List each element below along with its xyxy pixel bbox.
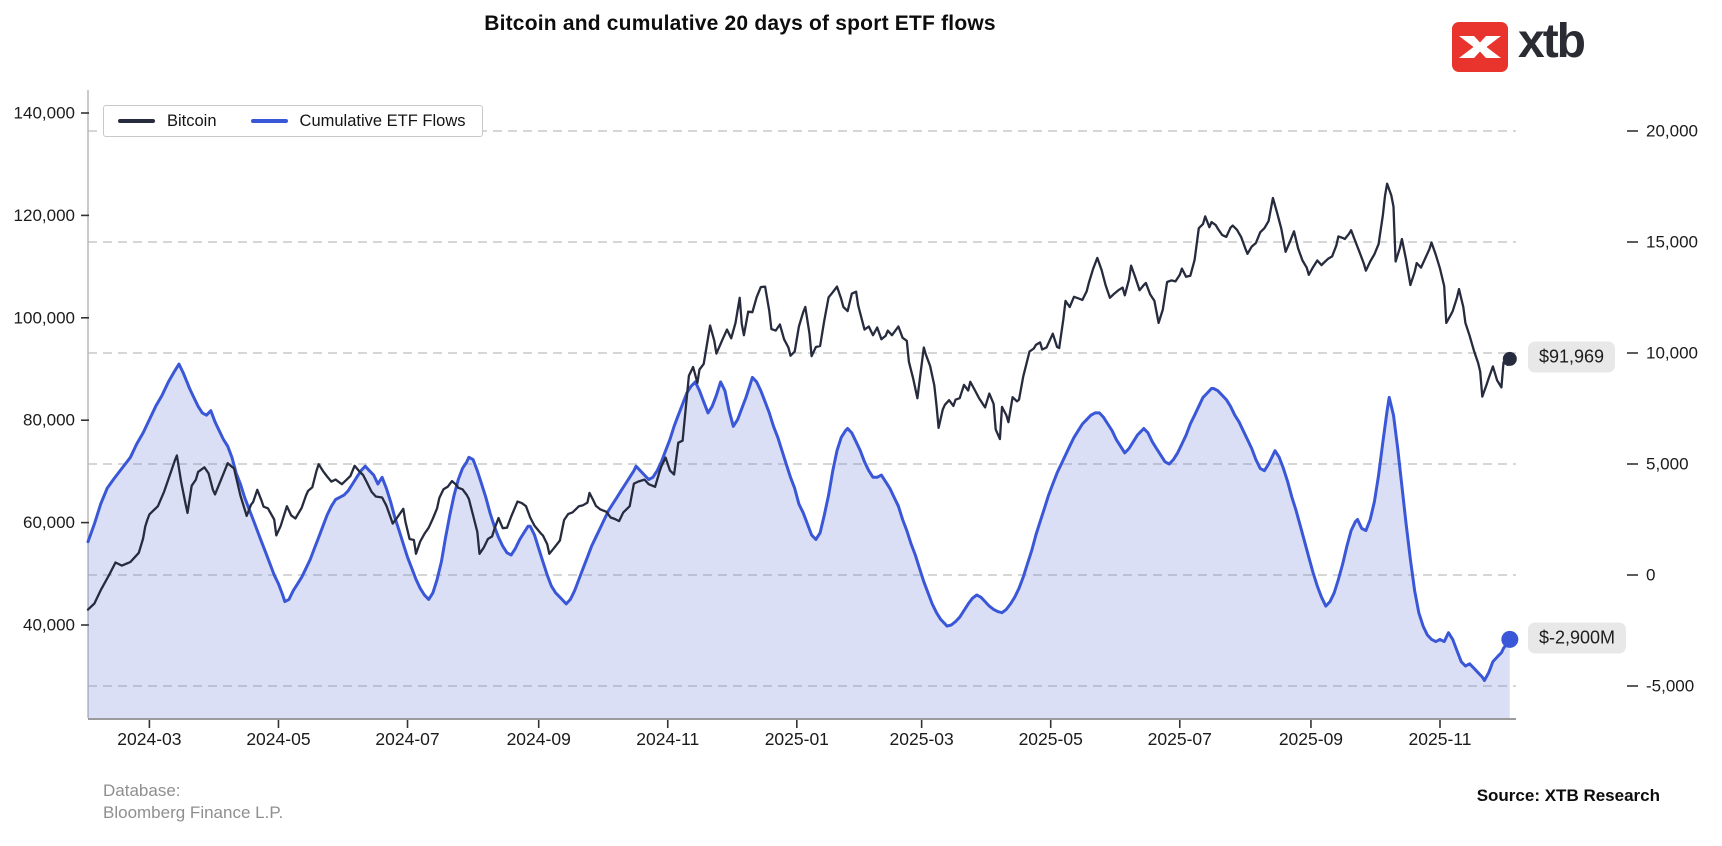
x-axis-tick-label: 2025-11: [1409, 729, 1472, 749]
x-axis-tick-label: 2024-11: [636, 729, 699, 749]
source-note: Source: XTB Research: [1476, 786, 1660, 805]
left-axis-tick-label: 100,000: [14, 308, 75, 327]
database-note-line1: Database:: [103, 781, 181, 800]
database-note: Database: Bloomberg Finance L.P.: [103, 780, 283, 824]
x-axis-tick-label: 2024-09: [507, 729, 571, 749]
right-axis-tick-label: -5,000: [1646, 677, 1694, 696]
legend-label-etf-flows: Cumulative ETF Flows: [299, 111, 466, 130]
etf-last-value-badge: $-2,900M: [1528, 622, 1627, 654]
legend-item-etf-flows[interactable]: Cumulative ETF Flows: [250, 111, 466, 131]
database-note-line2: Bloomberg Finance L.P.: [103, 803, 284, 822]
x-axis-tick-label: 2024-03: [117, 729, 181, 749]
left-axis-tick-label: 140,000: [14, 104, 75, 123]
chart-title: Bitcoin and cumulative 20 days of sport …: [484, 12, 996, 35]
x-axis-tick-label: 2025-09: [1279, 729, 1343, 749]
bitcoin-line-swatch: [118, 119, 155, 123]
bitcoin-last-point-marker: [1502, 351, 1517, 366]
right-axis-tick-label: 20,000: [1646, 122, 1698, 141]
xtb-logo-icon: [1452, 22, 1508, 72]
bitcoin-last-value-badge: $91,969: [1528, 341, 1616, 373]
right-axis-tick-label: 5,000: [1646, 455, 1689, 474]
left-axis-tick-label: 60,000: [23, 513, 75, 532]
legend-item-bitcoin[interactable]: Bitcoin: [118, 112, 217, 131]
x-axis-tick-label: 2025-05: [1019, 729, 1083, 749]
etf-flows-area-fill: [88, 364, 1510, 718]
x-axis-tick-label: 2024-07: [375, 729, 439, 749]
etf-last-point-marker: [1501, 630, 1519, 648]
right-axis-tick-label: 0: [1646, 566, 1655, 585]
left-axis-tick-label: 80,000: [23, 411, 75, 430]
bitcoin-line: [86, 182, 1511, 611]
etf-flows-line-swatch: [250, 119, 288, 123]
xtb-logo-text: xtb: [1518, 15, 1586, 68]
xtb-x-glyph: [1459, 36, 1501, 58]
x-axis-tick-label: 2025-03: [890, 729, 954, 749]
x-axis-tick-label: 2024-05: [246, 729, 310, 749]
chart-legend: Bitcoin Cumulative ETF Flows: [103, 105, 483, 137]
right-axis-tick-label: 15,000: [1646, 233, 1698, 252]
etf-flows-line: [86, 362, 1512, 682]
left-axis-tick-label: 120,000: [14, 206, 75, 225]
legend-label-bitcoin: Bitcoin: [167, 111, 217, 130]
x-axis-tick-label: 2025-07: [1148, 729, 1212, 749]
right-axis-tick-label: 10,000: [1646, 344, 1698, 363]
x-axis-tick-label: 2025-01: [765, 729, 829, 749]
left-axis-tick-label: 40,000: [23, 616, 75, 635]
xtb-logo: xtb: [1452, 15, 1692, 76]
